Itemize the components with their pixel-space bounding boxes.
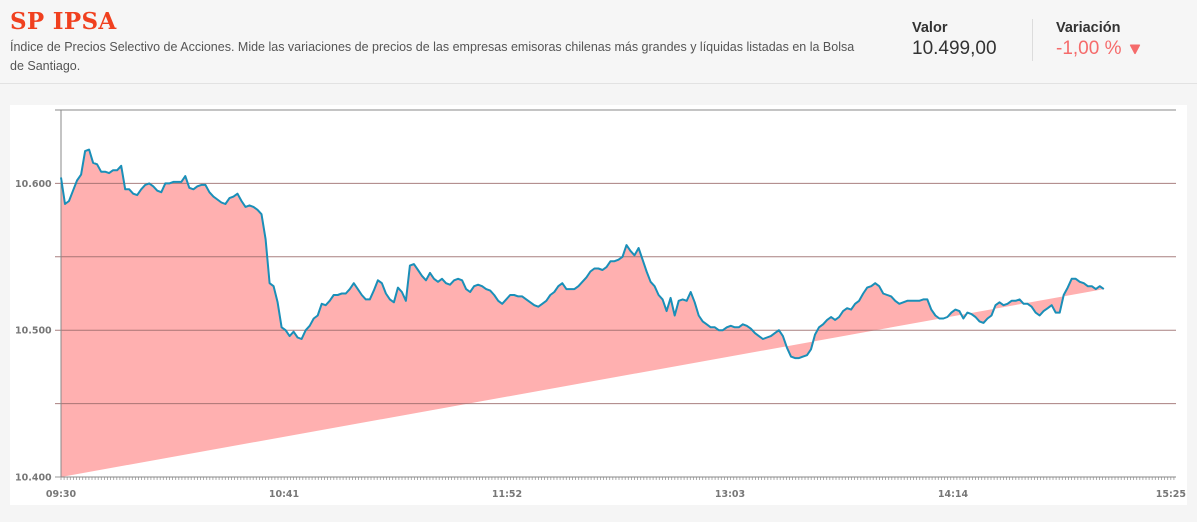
valor-stat: Valor 10.499,00 [912,20,997,60]
variacion-value-row: -1,00 % [1056,38,1141,60]
valor-label: Valor [912,20,948,36]
y-tick-label: 10.400 [15,473,52,484]
price-line [60,148,1105,360]
x-tick-label: 15:25 [1156,489,1186,500]
x-tick-label: 13:03 [715,489,745,500]
y-tick-label: 10.600 [15,179,52,190]
down-triangle-icon [1130,44,1141,54]
variacion-label: Variación [1056,20,1121,36]
x-tick-label: 10:41 [269,489,299,500]
stat-divider [1032,19,1033,61]
index-description: Índice de Precios Selectivo de Acciones.… [10,40,855,73]
area-fill [61,149,1104,477]
area-chart[interactable]: 10.400 10.500 10.600 09:30 10:41 11:52 13:03 14… [10,105,1187,505]
variacion-value: -1,00 % [1056,38,1122,59]
index-header: SP IPSA Índice de Precios Selectivo de A… [0,0,1197,84]
valor-value: 10.499,00 [912,38,997,59]
index-title: SP IPSA [10,8,117,35]
variacion-stat: Variación -1,00 % [1056,20,1141,60]
y-tick-label: 10.500 [15,326,52,337]
x-tick-label: 09:30 [46,489,77,500]
x-tick-label: 14:14 [938,489,969,500]
x-tick-label: 11:52 [492,489,522,500]
intraday-chart: 10.400 10.500 10.600 09:30 10:41 11:52 13:03 14… [10,105,1187,505]
